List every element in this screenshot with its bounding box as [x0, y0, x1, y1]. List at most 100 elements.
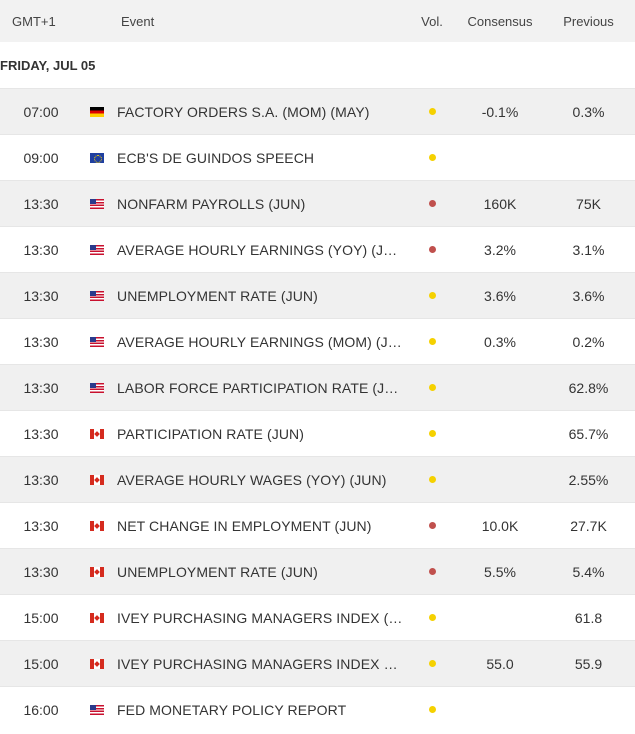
volatility-dot-icon	[428, 430, 436, 437]
consensus-value: 0.3%	[484, 333, 516, 350]
volatility-dot-icon	[428, 154, 436, 161]
event-name[interactable]: AVERAGE HOURLY EARNINGS (MOM) (JUN)	[117, 333, 406, 350]
volatility-cell	[406, 384, 458, 391]
event-time: 13:30	[23, 333, 59, 350]
volatility-dot-icon	[428, 338, 436, 345]
flag-cell	[82, 106, 112, 117]
flag-cell	[82, 152, 112, 163]
event-header: Event	[121, 13, 155, 29]
table-row[interactable]: 15:00 IVEY PURCHASING MANAGERS INDEX S.A.…	[0, 640, 635, 686]
table-row[interactable]: 16:00 FED MONETARY POLICY REPORT	[0, 686, 635, 732]
previous-value: 2.55%	[568, 471, 609, 488]
table-row[interactable]: 13:30 AVERAGE HOURLY EARNINGS (MOM) (JUN)…	[0, 318, 635, 364]
table-row[interactable]: 13:30 UNEMPLOYMENT RATE (JUN) 5.5% 5.4%	[0, 548, 635, 594]
event-name[interactable]: LABOR FORCE PARTICIPATION RATE (JUN)	[117, 379, 406, 396]
event-name[interactable]: AVERAGE HOURLY EARNINGS (YOY) (JUN)	[117, 241, 406, 258]
volatility-cell	[406, 430, 458, 437]
germany-flag-icon	[90, 106, 104, 117]
volatility-dot-icon	[428, 292, 436, 299]
event-time: 13:30	[23, 379, 59, 396]
volatility-cell	[406, 660, 458, 667]
flag-cell	[82, 474, 112, 485]
table-row[interactable]: 13:30 UNEMPLOYMENT RATE (JUN) 3.6% 3.6%	[0, 272, 635, 318]
table-row[interactable]: 13:30 AVERAGE HOURLY WAGES (YOY) (JUN) 2.5…	[0, 456, 635, 502]
flag-cell	[82, 244, 112, 255]
volatility-cell	[406, 706, 458, 713]
volatility-dot-icon	[428, 384, 436, 391]
event-time: 13:30	[23, 517, 59, 534]
event-time: 13:30	[23, 471, 59, 488]
event-time: 13:30	[23, 425, 59, 442]
us-flag-icon	[90, 382, 104, 393]
volatility-cell	[406, 154, 458, 161]
event-name[interactable]: NONFARM PAYROLLS (JUN)	[117, 195, 306, 212]
event-name[interactable]: NET CHANGE IN EMPLOYMENT (JUN)	[117, 517, 372, 534]
previous-value: 61.8	[574, 609, 603, 626]
volatility-cell	[406, 200, 458, 207]
volatility-dot-icon	[428, 200, 436, 207]
event-time: 16:00	[23, 701, 59, 718]
consensus-value: 160K	[483, 195, 517, 212]
flag-cell	[82, 612, 112, 623]
volatility-cell	[406, 476, 458, 483]
volatility-header: Vol.	[421, 13, 443, 29]
table-row[interactable]: 13:30 NONFARM PAYROLLS (JUN) 160K 75K	[0, 180, 635, 226]
event-time: 13:30	[23, 241, 59, 258]
event-name[interactable]: AVERAGE HOURLY WAGES (YOY) (JUN)	[117, 471, 387, 488]
day-label: FRIDAY, JUL 05	[0, 57, 96, 73]
event-name[interactable]: ECB'S DE GUINDOS SPEECH	[117, 149, 315, 166]
previous-value: 75K	[576, 195, 601, 212]
volatility-dot-icon	[428, 706, 436, 713]
volatility-cell	[406, 568, 458, 575]
previous-value: 5.4%	[572, 563, 605, 580]
previous-value: 3.1%	[572, 241, 605, 258]
canada-flag-icon	[90, 566, 104, 577]
flag-cell	[82, 290, 112, 301]
us-flag-icon	[90, 244, 104, 255]
table-header: GMT+1 Event Vol. Consensus Previous	[0, 0, 635, 42]
timezone-header[interactable]: GMT+1	[12, 13, 56, 29]
volatility-cell	[406, 108, 458, 115]
table-row[interactable]: 09:00 ECB'S DE GUINDOS SPEECH	[0, 134, 635, 180]
table-row[interactable]: 07:00 FACTORY ORDERS S.A. (MOM) (MAY) -0.1…	[0, 88, 635, 134]
event-name[interactable]: UNEMPLOYMENT RATE (JUN)	[117, 563, 318, 580]
event-time: 13:30	[23, 195, 59, 212]
volatility-dot-icon	[428, 476, 436, 483]
event-name[interactable]: FACTORY ORDERS S.A. (MOM) (MAY)	[117, 103, 370, 120]
event-name[interactable]: IVEY PURCHASING MANAGERS INDEX S.A...	[117, 655, 406, 672]
event-list: 07:00 FACTORY ORDERS S.A. (MOM) (MAY) -0.1…	[0, 88, 635, 732]
consensus-value: 55.0	[486, 655, 514, 672]
event-name[interactable]: FED MONETARY POLICY REPORT	[117, 701, 347, 718]
event-name[interactable]: IVEY PURCHASING MANAGERS INDEX (JU...	[117, 609, 406, 626]
volatility-dot-icon	[428, 614, 436, 621]
event-name[interactable]: UNEMPLOYMENT RATE (JUN)	[117, 287, 318, 304]
canada-flag-icon	[90, 474, 104, 485]
us-flag-icon	[90, 336, 104, 347]
canada-flag-icon	[90, 428, 104, 439]
previous-value: 27.7K	[570, 517, 607, 534]
table-row[interactable]: 15:00 IVEY PURCHASING MANAGERS INDEX (JU.…	[0, 594, 635, 640]
table-row[interactable]: 13:30 AVERAGE HOURLY EARNINGS (YOY) (JUN)…	[0, 226, 635, 272]
volatility-dot-icon	[428, 660, 436, 667]
consensus-value: 5.5%	[484, 563, 516, 580]
flag-cell	[82, 428, 112, 439]
event-time: 15:00	[23, 655, 59, 672]
volatility-dot-icon	[428, 246, 436, 253]
table-row[interactable]: 13:30 LABOR FORCE PARTICIPATION RATE (JUN…	[0, 364, 635, 410]
consensus-value: 3.2%	[484, 241, 516, 258]
volatility-cell	[406, 292, 458, 299]
flag-cell	[82, 382, 112, 393]
us-flag-icon	[90, 198, 104, 209]
table-row[interactable]: 13:30 PARTICIPATION RATE (JUN) 65.7%	[0, 410, 635, 456]
event-time: 15:00	[23, 609, 59, 626]
canada-flag-icon	[90, 612, 104, 623]
table-row[interactable]: 13:30 NET CHANGE IN EMPLOYMENT (JUN) 10.0K…	[0, 502, 635, 548]
flag-cell	[82, 336, 112, 347]
flag-cell	[82, 658, 112, 669]
canada-flag-icon	[90, 658, 104, 669]
volatility-cell	[406, 246, 458, 253]
event-name[interactable]: PARTICIPATION RATE (JUN)	[117, 425, 304, 442]
volatility-cell	[406, 338, 458, 345]
previous-header: Previous	[563, 13, 614, 29]
